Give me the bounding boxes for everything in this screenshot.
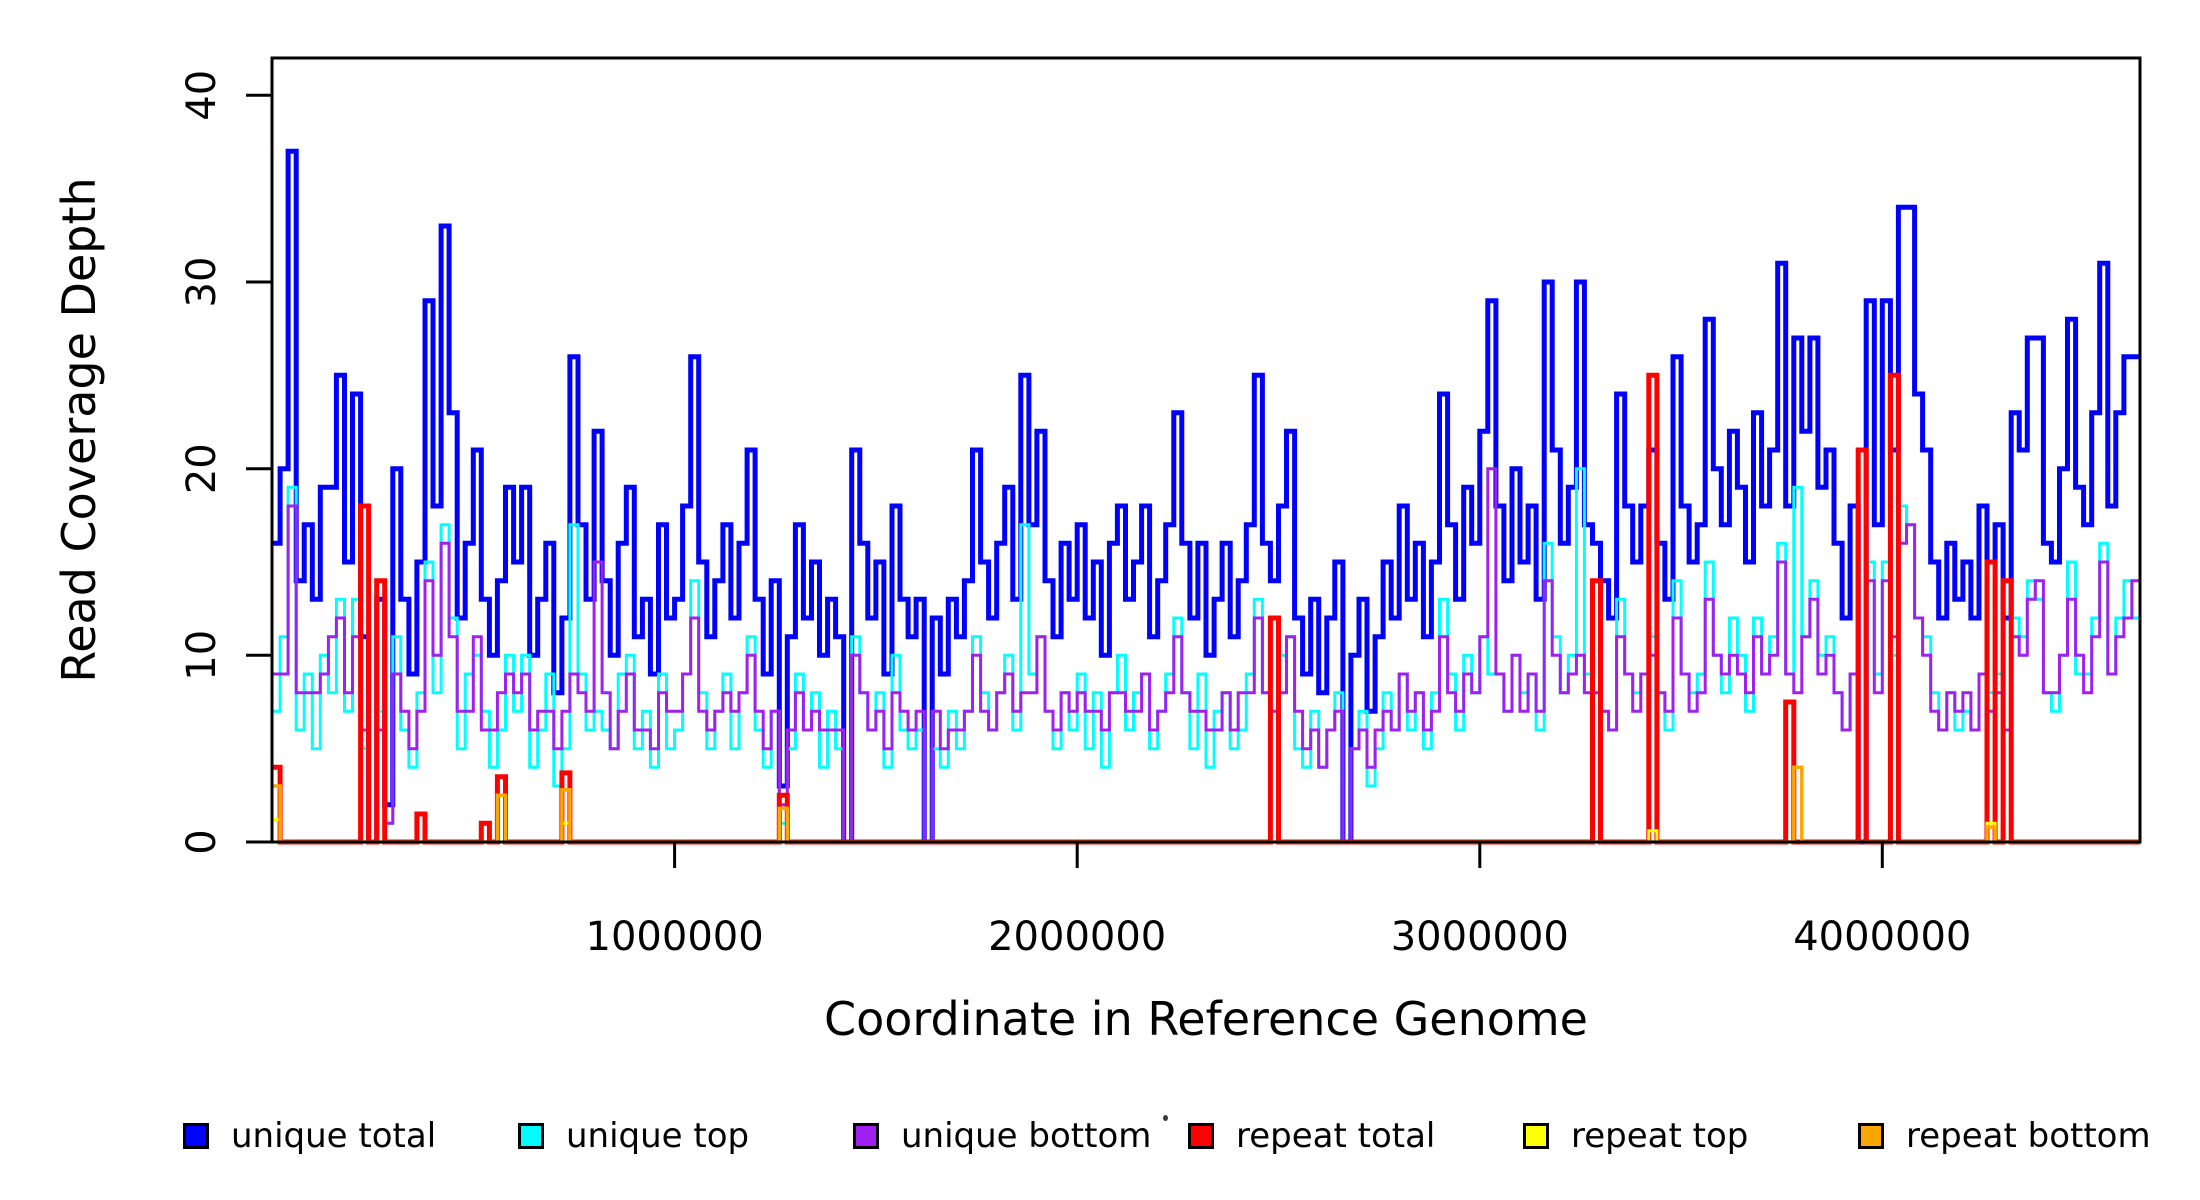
series-unique-bottom-line [272, 467, 2140, 844]
y-axis-tick-labels: 0 10 20 30 40 [179, 70, 225, 855]
repeat-bottom-swatch-icon [1858, 1123, 1884, 1149]
legend-label: unique bottom [901, 1116, 1152, 1156]
legend-label: repeat total [1236, 1116, 1436, 1156]
series-layer [272, 148, 2140, 845]
x-tick-label: 2000000 [988, 914, 1166, 960]
y-axis-ticks [246, 93, 272, 844]
legend-item-unique-total: unique total [183, 1116, 436, 1156]
legend-label: repeat top [1571, 1116, 1749, 1156]
plot-border [270, 56, 2142, 844]
repeat-top-swatch-icon [1523, 1123, 1549, 1149]
legend-item-repeat-bottom: repeat bottom [1858, 1116, 2151, 1156]
y-axis-title: Read Coverage Depth [52, 177, 106, 682]
legend-label: unique top [566, 1116, 750, 1156]
legend-label: unique total [231, 1116, 437, 1156]
y-tick-label: 0 [179, 829, 225, 854]
y-tick-label: 10 [179, 630, 225, 681]
legend-label: repeat bottom [1906, 1116, 2151, 1156]
series-unique-total-line [272, 148, 2140, 845]
speck-artifact [1163, 1115, 1168, 1121]
repeat-total-swatch-icon [1188, 1123, 1214, 1149]
x-tick-label: 3000000 [1391, 914, 1569, 960]
y-tick-label: 20 [179, 443, 225, 494]
x-axis-title: Coordinate in Reference Genome [824, 992, 1588, 1046]
legend-item-unique-bottom: unique bottom [853, 1116, 1151, 1156]
series-unique-top-line [272, 467, 2140, 844]
legend-item-repeat-total: repeat total [1188, 1116, 1435, 1156]
x-tick-label: 1000000 [586, 914, 764, 960]
legend-item-repeat-top: repeat top [1523, 1116, 1748, 1156]
x-axis-ticks [673, 842, 1884, 868]
unique-total-swatch-icon [183, 1123, 209, 1149]
x-axis-tick-labels: 1000000 2000000 3000000 4000000 [586, 914, 1972, 960]
unique-bottom-swatch-icon [853, 1123, 879, 1149]
x-tick-label: 4000000 [1793, 914, 1971, 960]
unique-top-swatch-icon [518, 1123, 544, 1149]
coverage-plot: 1000000 2000000 3000000 4000000 0 10 20 30 40 C… [52, 56, 2142, 1046]
y-tick-label: 40 [179, 70, 225, 121]
y-tick-label: 30 [179, 257, 225, 308]
legend-item-unique-top: unique top [518, 1116, 749, 1156]
